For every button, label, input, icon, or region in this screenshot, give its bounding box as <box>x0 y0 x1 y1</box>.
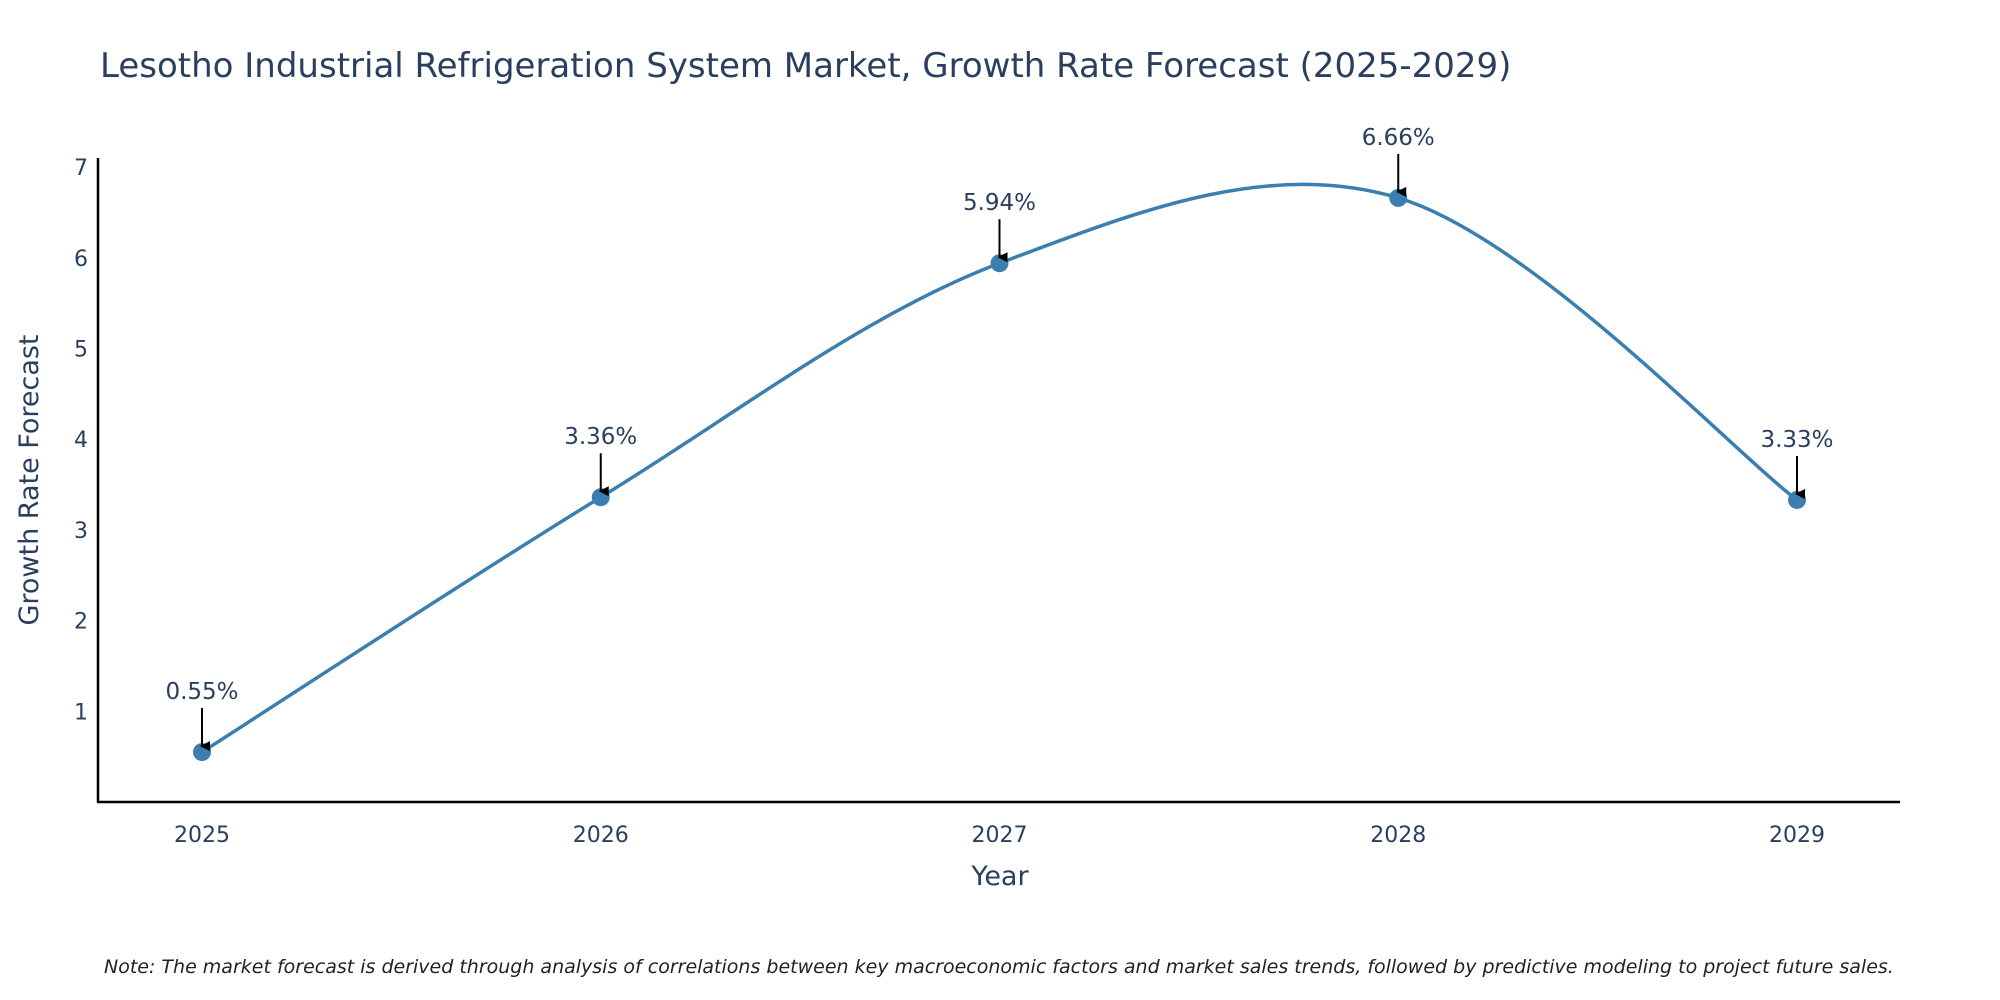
y-tick-label: 3 <box>74 519 88 544</box>
y-axis-title: Growth Rate Forecast <box>14 334 45 625</box>
footnote: Note: The market forecast is derived thr… <box>104 956 1894 978</box>
x-tick-label: 2027 <box>972 823 1028 848</box>
x-axis-title: Year <box>970 861 1029 892</box>
x-tick-label: 2028 <box>1370 823 1426 848</box>
data-markers <box>193 188 1806 762</box>
y-tick-label: 7 <box>74 156 88 181</box>
chart-title: Lesotho Industrial Refrigeration System … <box>100 46 1512 86</box>
data-label: 3.36% <box>564 424 637 450</box>
data-label: 5.94% <box>963 190 1036 216</box>
y-tick-label: 6 <box>74 247 88 272</box>
y-axis-ticks: 1 2 3 4 5 6 7 <box>74 156 88 725</box>
y-tick-label: 5 <box>74 337 88 362</box>
data-label: 3.33% <box>1760 427 1833 453</box>
x-tick-label: 2026 <box>573 823 629 848</box>
x-axis-ticks: 2025 2026 2027 2028 2029 <box>174 823 1825 848</box>
x-tick-label: 2029 <box>1769 823 1825 848</box>
x-tick-label: 2025 <box>174 823 230 848</box>
y-tick-label: 4 <box>74 428 88 453</box>
data-annotations: 0.55% 3.36% 5.94% 6.66% 3.33% <box>165 125 1834 752</box>
data-label: 0.55% <box>165 679 238 705</box>
y-tick-label: 1 <box>74 700 88 725</box>
data-label: 6.66% <box>1362 125 1435 151</box>
y-tick-label: 2 <box>74 610 88 635</box>
